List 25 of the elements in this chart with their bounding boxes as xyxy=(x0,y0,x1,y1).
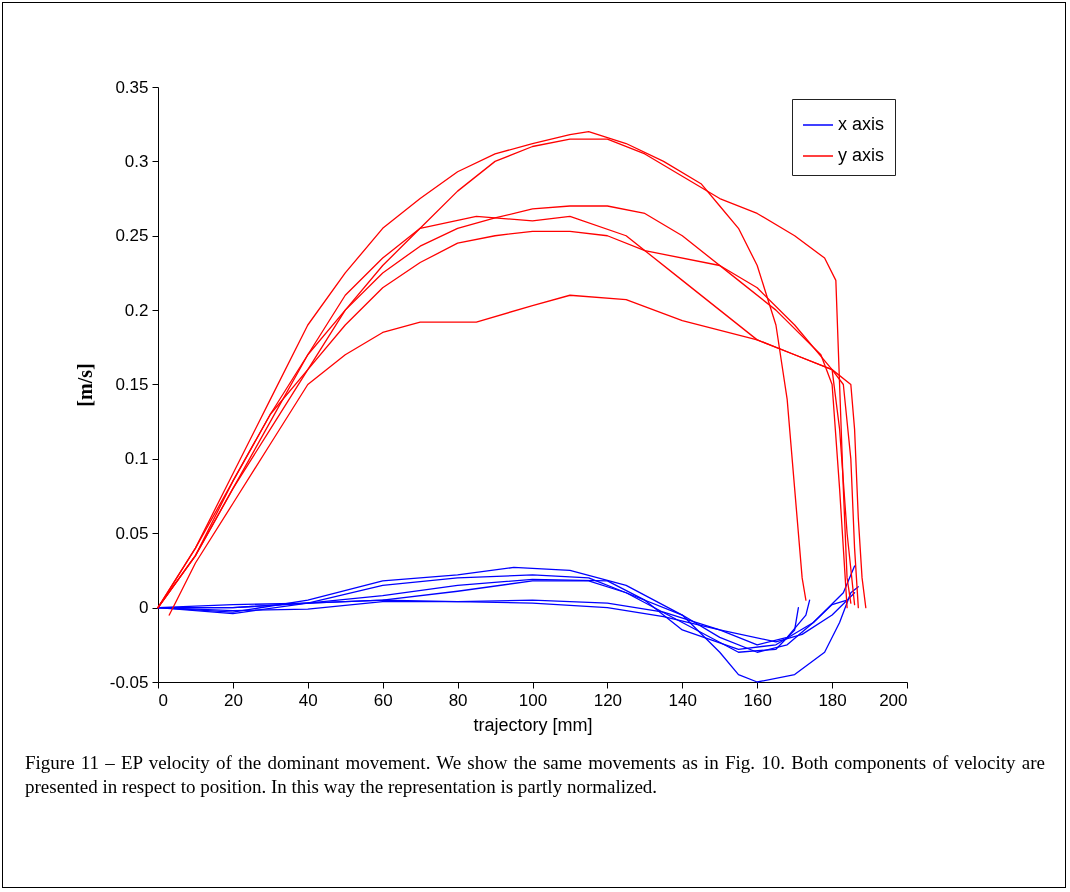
x-tick-label: 80 xyxy=(448,690,468,710)
x-tick-label: 180 xyxy=(818,690,847,710)
y-tick-label: 0.35 xyxy=(115,77,149,97)
x-axis-title: trajectory [mm] xyxy=(473,714,593,735)
y-tick-label: 0.05 xyxy=(115,523,149,543)
y-tick-label: 0 xyxy=(139,598,149,618)
legend-label: x axis xyxy=(838,114,885,134)
x-tick-label: 0 xyxy=(158,690,168,710)
legend-label: y axis xyxy=(838,145,885,165)
x-tick-label: 120 xyxy=(593,690,623,710)
x-tick-label: 20 xyxy=(223,690,243,710)
y-tick-label: 0.1 xyxy=(124,449,149,469)
x-tick-label: 100 xyxy=(518,690,548,710)
x-tick-label: 60 xyxy=(373,690,393,710)
y-tick-label: 0.15 xyxy=(115,375,149,394)
x-tick-label: 140 xyxy=(668,690,697,710)
y-tick-label: 0.25 xyxy=(115,226,149,246)
x-tick-label: 200 xyxy=(879,690,908,710)
x-tick-label: 40 xyxy=(298,690,318,710)
y-tick-label: -0.05 xyxy=(109,672,149,692)
y-axis-title: [m/s] xyxy=(73,363,96,407)
y-tick-label: 0.3 xyxy=(124,151,149,171)
x-tick-label: 160 xyxy=(743,690,772,710)
caption: Figure 11 – EP velocity of the dominant movement. We show the same movements as in Fig. 10. Both components of velocity are presented in respect to position. In this way the representation is partly normalized. xyxy=(25,751,1045,799)
y-tick-label: 0.2 xyxy=(124,300,149,320)
